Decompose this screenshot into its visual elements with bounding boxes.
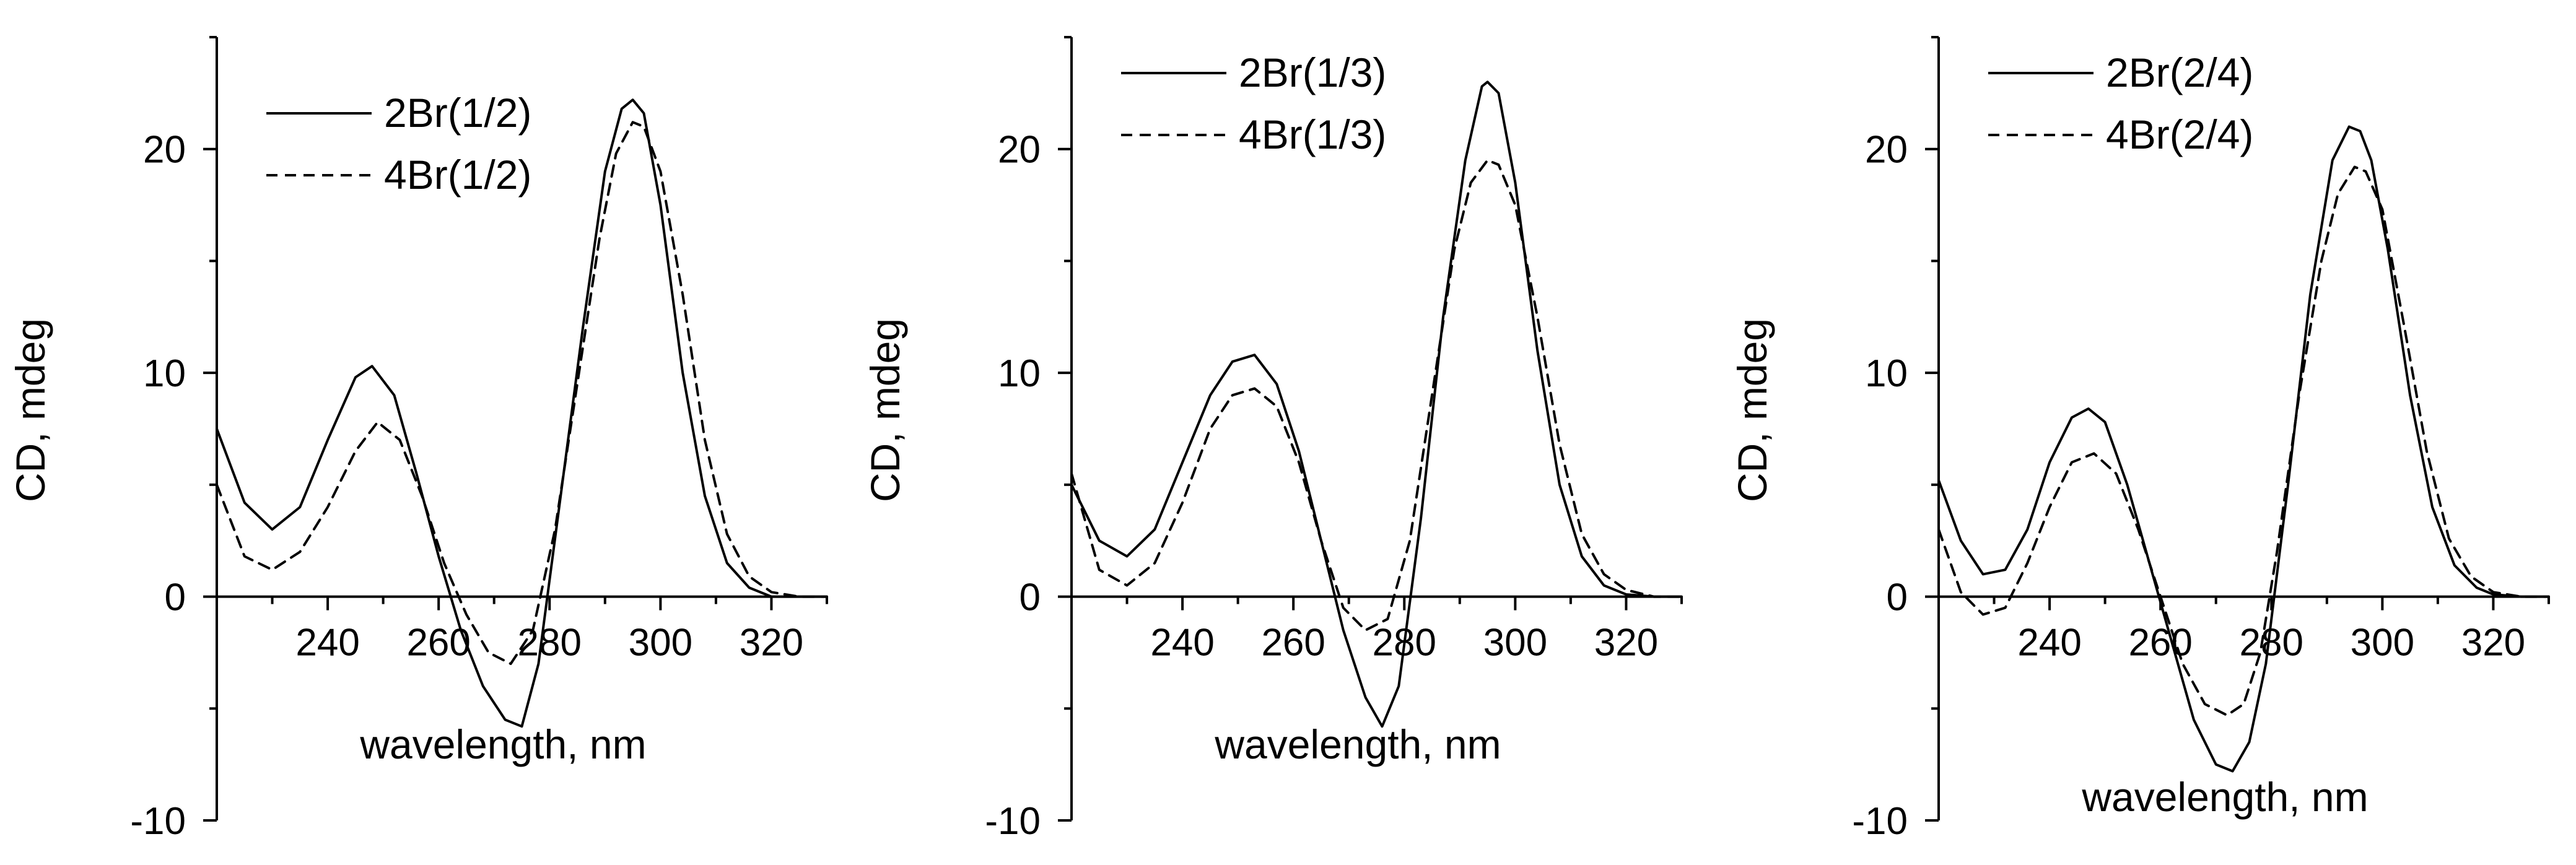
- legend-label: 2Br(1/2): [384, 90, 531, 136]
- x-tick-label: 300: [629, 622, 692, 664]
- x-tick-label: 240: [295, 622, 359, 664]
- x-tick-label: 320: [2461, 622, 2525, 664]
- y-axis-title: CD, mdeg: [862, 318, 908, 502]
- legend-label: 4Br(1/2): [384, 152, 531, 198]
- series-line-2Br(1/2): [216, 98, 828, 728]
- x-tick-label: 320: [740, 622, 803, 664]
- y-tick-label: 0: [1887, 576, 1908, 619]
- y-tick-label: 10: [998, 352, 1041, 395]
- y-tick-label: 0: [1019, 576, 1041, 619]
- y-tick-label: -10: [1852, 800, 1908, 843]
- x-axis-title: wavelength, nm: [359, 721, 646, 767]
- y-tick-label: -10: [130, 800, 186, 843]
- x-tick-label: 260: [1261, 622, 1325, 664]
- legend-label: 2Br(1/3): [1239, 50, 1386, 95]
- y-tick-label: 0: [165, 576, 186, 619]
- legend-label: 4Br(2/4): [2106, 111, 2253, 157]
- x-tick-label: 280: [518, 622, 582, 664]
- x-axis-title: wavelength, nm: [1214, 721, 1501, 767]
- y-tick-label: 20: [143, 129, 186, 172]
- series-line-4Br(2/4): [1937, 165, 2550, 717]
- series-line-2Br(1/3): [1070, 80, 1683, 728]
- y-tick-label: 20: [998, 129, 1041, 172]
- series-line-4Br(1/3): [1070, 159, 1683, 632]
- y-tick-label: 10: [143, 352, 186, 395]
- x-tick-label: 300: [2351, 622, 2414, 664]
- series-line-2Br(2/4): [1937, 125, 2550, 773]
- y-tick-label: 10: [1865, 352, 1908, 395]
- y-axis-title: CD, mdeg: [1729, 318, 1775, 502]
- x-tick-label: 260: [2128, 622, 2192, 664]
- x-tick-label: 240: [1150, 622, 1214, 664]
- legend-label: 4Br(1/3): [1239, 111, 1386, 157]
- x-tick-label: 300: [1483, 622, 1547, 664]
- series-line-4Br(1/2): [216, 121, 828, 665]
- y-tick-label: 20: [1865, 129, 1908, 172]
- legend-label: 2Br(2/4): [2106, 50, 2253, 95]
- x-axis-title: wavelength, nm: [2081, 774, 2368, 820]
- y-axis-title: CD, mdeg: [7, 318, 53, 502]
- y-tick-label: -10: [985, 800, 1041, 843]
- x-tick-label: 320: [1594, 622, 1658, 664]
- x-tick-label: 240: [2017, 622, 2081, 664]
